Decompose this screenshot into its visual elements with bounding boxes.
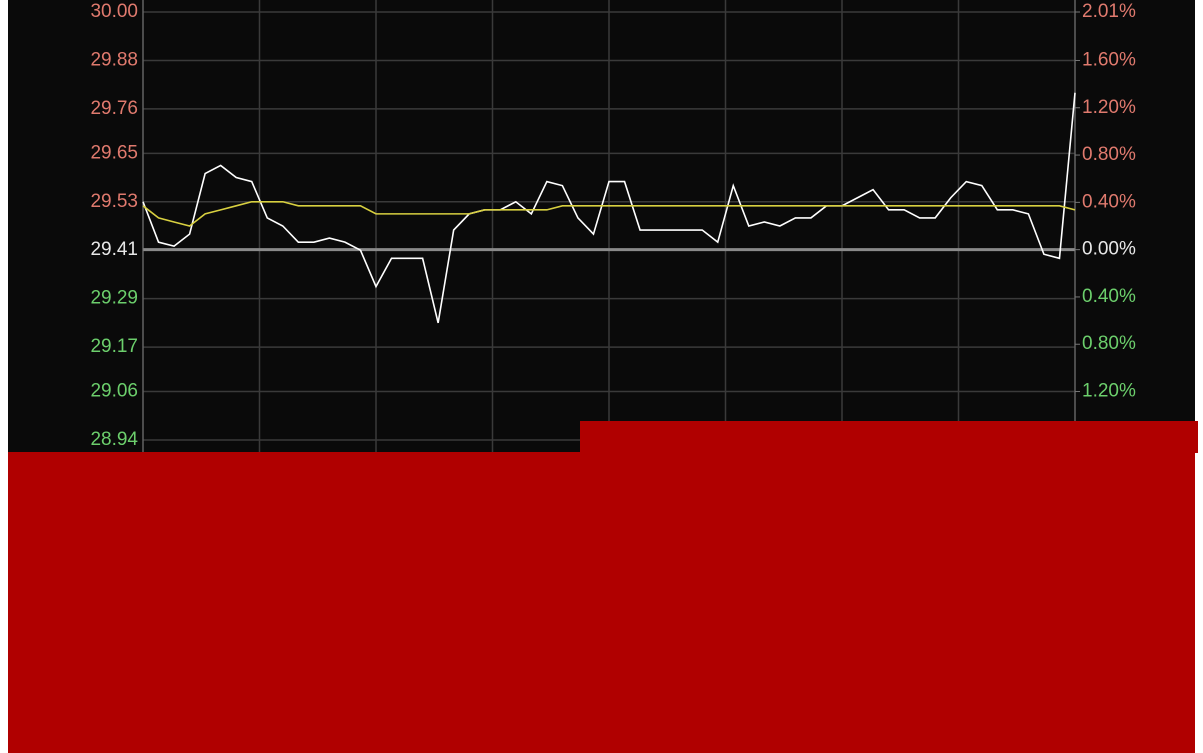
y-tick-label: 30.00 (90, 1, 138, 22)
y-tick-label: 29.76 (90, 98, 138, 119)
y2-tick-label: 1.60% (1082, 49, 1136, 70)
series-line (142, 200, 1076, 227)
y-tick-label: 29.88 (90, 49, 138, 70)
overlay-block (8, 452, 1195, 753)
y2-tick-label: 0.80% (1082, 144, 1136, 165)
overlay-block (580, 421, 1198, 453)
y2-tick-label: 1.20% (1082, 381, 1136, 402)
y-tick-label: 29.53 (90, 191, 138, 212)
y-tick-label: 29.41 (90, 239, 138, 260)
y2-tick-label: 2.01% (1082, 1, 1136, 22)
y2-tick-label: 1.20% (1082, 97, 1136, 118)
y-tick-label: 29.29 (90, 288, 138, 309)
y2-tick-label: 0.00% (1082, 239, 1136, 260)
series-line (142, 92, 1076, 324)
y2-tick-label: 0.80% (1082, 333, 1136, 354)
chart-background (8, 0, 1195, 452)
y2-tick-label: 0.40% (1082, 286, 1136, 307)
y-tick-label: 29.17 (90, 336, 138, 357)
y-tick-label: 29.65 (90, 142, 138, 163)
y-tick-label: 28.94 (90, 429, 138, 450)
y2-tick-label: 0.40% (1082, 191, 1136, 212)
plot: 30.00 29.88 29.76 29.65 29.53 29.41 29.29 29.17… (90, 0, 1136, 452)
y-tick-label: 29.06 (90, 381, 138, 402)
